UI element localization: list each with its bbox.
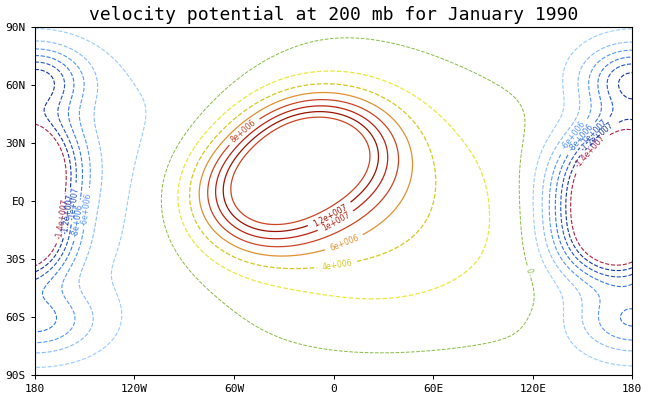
Text: -1e+007: -1e+007: [580, 117, 610, 147]
Text: -6e+006: -6e+006: [561, 120, 588, 152]
Text: -8e+006: -8e+006: [71, 203, 85, 237]
Text: 4e+006: 4e+006: [321, 258, 353, 272]
Text: 6e+006: 6e+006: [329, 234, 360, 253]
Text: 1.2e+007: 1.2e+007: [312, 202, 349, 228]
Text: -8e+006: -8e+006: [567, 122, 595, 154]
Title: velocity potential at 200 mb for January 1990: velocity potential at 200 mb for January…: [89, 6, 578, 24]
Text: -1.4e+007: -1.4e+007: [573, 133, 607, 169]
Text: -1.2e+007: -1.2e+007: [60, 193, 75, 234]
Text: 0: 0: [524, 267, 533, 274]
Text: -6e+006: -6e+006: [80, 192, 93, 226]
Text: -1.4e+007: -1.4e+007: [54, 198, 70, 240]
Text: -1.2e+007: -1.2e+007: [579, 120, 616, 154]
Text: 8e+006: 8e+006: [229, 118, 258, 144]
Text: -1e+007: -1e+007: [67, 186, 80, 220]
Text: 1e+007: 1e+007: [321, 210, 352, 233]
